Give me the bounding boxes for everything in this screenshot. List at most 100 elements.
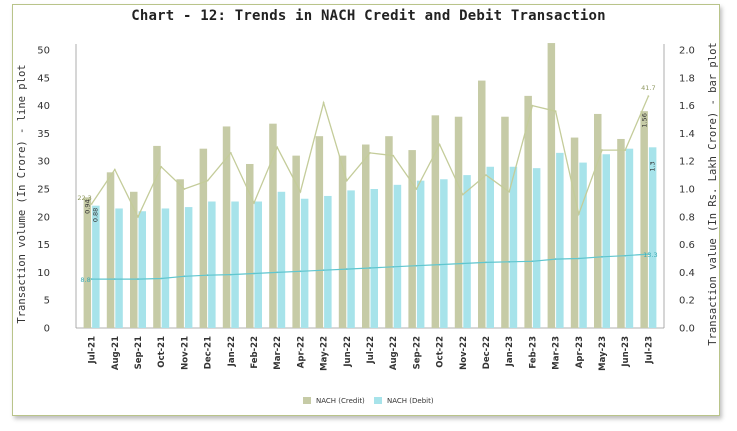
credit-line-point xyxy=(253,202,255,204)
credit-bar xyxy=(362,144,370,328)
debit-line-point xyxy=(160,277,163,280)
credit-bar xyxy=(292,155,300,328)
credit-line-point xyxy=(183,188,186,190)
right-tick-label: 1.0 xyxy=(679,185,695,196)
credit-line-point xyxy=(90,203,93,205)
debit-bar-last-label: 1.3 xyxy=(648,161,656,171)
left-tick-label: 20 xyxy=(37,212,50,223)
debit-bar xyxy=(579,162,587,328)
left-tick-label: 0 xyxy=(44,324,50,335)
x-tick-label: Jun-22 xyxy=(343,336,353,368)
legend-credit-swatch xyxy=(303,397,311,404)
credit-bar xyxy=(570,137,579,328)
debit-line-point xyxy=(90,278,93,280)
debit-bar xyxy=(509,166,518,328)
debit-bar xyxy=(254,201,262,328)
debit-bar xyxy=(370,189,378,328)
credit-line-point xyxy=(276,146,279,149)
left-tick-label: 45 xyxy=(37,73,50,84)
left-axis-title: Transaction volume (In Crore) - line plo… xyxy=(16,64,28,323)
right-tick-label: 0.4 xyxy=(679,268,695,279)
credit-bar xyxy=(478,80,486,328)
credit-line-point xyxy=(299,190,302,193)
credit-bar xyxy=(454,116,463,328)
debit-bar xyxy=(556,152,564,328)
debit-bar xyxy=(463,175,471,328)
right-tick-label: 1.6 xyxy=(679,101,695,112)
legend-debit-swatch xyxy=(374,397,382,404)
x-tick-label: Jan-22 xyxy=(227,336,237,367)
credit-line-point xyxy=(647,95,650,98)
credit-line-point xyxy=(392,154,395,157)
right-tick-label: 0.8 xyxy=(679,212,695,223)
credit-line-point xyxy=(206,179,209,182)
debit-line-point xyxy=(299,270,302,273)
left-tick-label: 35 xyxy=(37,129,50,140)
debit-bar xyxy=(486,166,494,328)
credit-bar xyxy=(338,155,347,328)
x-tick-label: Jul-22 xyxy=(366,336,376,365)
credit-bar xyxy=(315,136,324,328)
credit-bar xyxy=(83,197,92,328)
right-tick-label: 1.4 xyxy=(679,129,695,140)
debit-bar xyxy=(277,191,286,328)
debit-line-point xyxy=(206,274,209,277)
x-tick-label: Feb-23 xyxy=(528,336,538,369)
debit-bar xyxy=(161,208,170,328)
credit-bar xyxy=(153,145,161,328)
credit-line-point xyxy=(369,151,371,154)
left-tick-label: 40 xyxy=(37,101,50,112)
debit-bar xyxy=(393,184,402,328)
debit-line-point xyxy=(253,272,255,275)
debit-line-point xyxy=(345,268,348,270)
debit-line-point xyxy=(276,271,279,274)
credit-bar xyxy=(617,138,625,328)
debit-line-point xyxy=(229,273,232,276)
debit-line-point xyxy=(137,278,139,280)
left-tick-label: 10 xyxy=(37,268,50,279)
debit-line-point xyxy=(183,275,186,278)
debit-bar xyxy=(300,198,309,328)
credit-line-point xyxy=(531,104,534,107)
x-tick-label: Aug-21 xyxy=(111,336,121,370)
right-tick-label: 1.2 xyxy=(679,157,695,168)
left-tick-label: 15 xyxy=(37,240,50,251)
x-tick-label: Dec-22 xyxy=(482,336,492,369)
debit-volume-line xyxy=(91,253,649,280)
debit-line-point xyxy=(508,260,511,263)
debit-bar xyxy=(115,208,123,328)
debit-line-point xyxy=(485,261,487,264)
debit-bar xyxy=(92,205,100,328)
left-tick-label: 30 xyxy=(37,157,50,168)
credit-line-point xyxy=(415,188,418,190)
credit-line-point xyxy=(508,190,511,193)
credit-line-point xyxy=(113,168,116,171)
credit-bar xyxy=(431,115,440,328)
x-tick-label: Jun-23 xyxy=(621,336,631,368)
credit-bar-first-label: 0.94 xyxy=(84,199,92,213)
right-tick-label: 0.6 xyxy=(679,240,695,251)
x-tick-label: Feb-22 xyxy=(250,336,260,369)
debit-bar xyxy=(602,154,610,328)
right-tick-label: 0.0 xyxy=(679,324,695,335)
debit-line-first-label: 8.8 xyxy=(80,276,90,284)
x-tick-label: Aug-22 xyxy=(389,336,399,370)
credit-bar xyxy=(222,126,231,328)
x-tick-label: Sep-22 xyxy=(412,336,422,369)
credit-line-point xyxy=(461,193,464,196)
debit-bar-first-label: 0.88 xyxy=(92,208,100,222)
x-tick-label: Apr-22 xyxy=(296,336,306,368)
debit-line-last-label: 13.3 xyxy=(643,251,657,259)
debit-bar xyxy=(231,201,239,328)
x-tick-label: May-22 xyxy=(320,336,330,371)
x-tick-label: Nov-22 xyxy=(459,336,469,370)
credit-line-point xyxy=(160,165,163,168)
debit-line-point xyxy=(624,254,627,257)
debit-line-point xyxy=(554,258,557,260)
credit-line-last-label: 41.7 xyxy=(641,84,655,92)
left-tick-label: 50 xyxy=(37,46,50,57)
credit-line-point xyxy=(485,174,487,177)
debit-bar xyxy=(184,207,193,328)
credit-bar xyxy=(524,95,532,329)
